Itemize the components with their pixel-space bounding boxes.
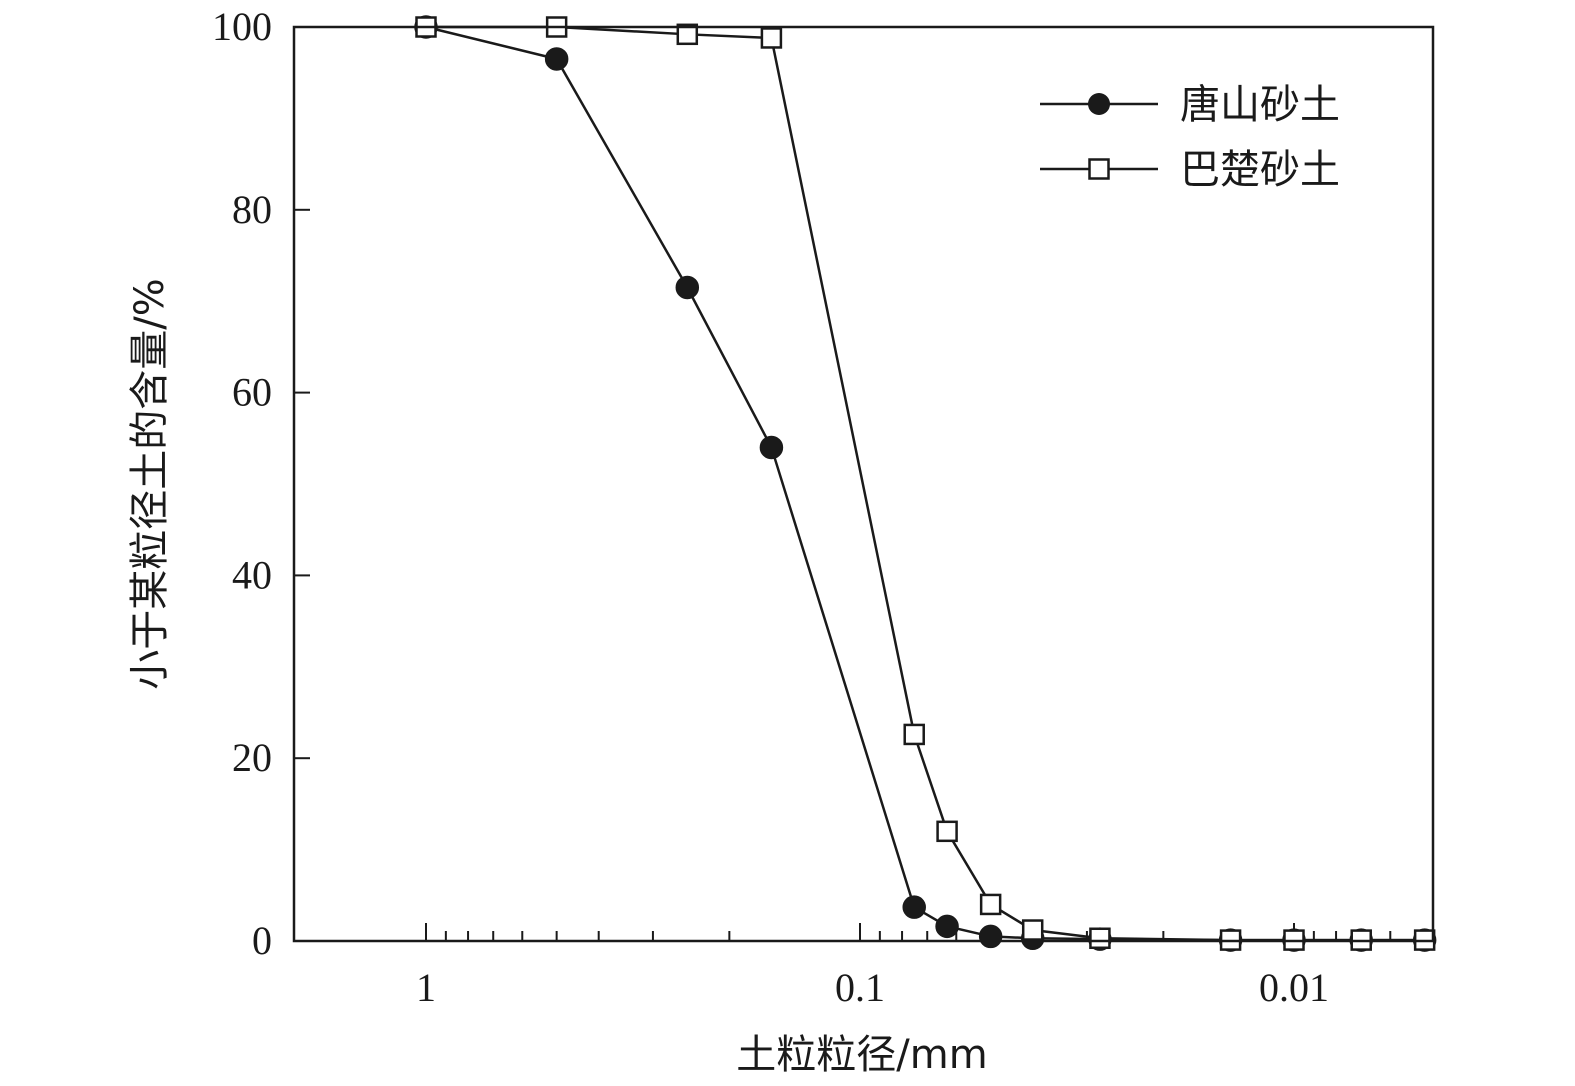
- x-tick-label: 0.1: [835, 965, 885, 1010]
- legend-label: 唐山砂土: [1180, 82, 1340, 128]
- data-point: [676, 23, 699, 46]
- y-tick-label: 80: [232, 187, 272, 232]
- data-point: [760, 27, 783, 49]
- legend-item: 唐山砂土: [1040, 82, 1340, 128]
- plot-frame: [292, 25, 1435, 943]
- data-point: [902, 895, 926, 919]
- data-point: [979, 893, 1002, 916]
- x-tick-label: 1: [416, 965, 436, 1010]
- data-point: [1089, 927, 1111, 950]
- data-point: [675, 275, 700, 300]
- data-point: [978, 924, 1003, 949]
- legend-label: 巴楚砂土: [1180, 147, 1340, 193]
- legend-item: 巴楚砂土: [1040, 147, 1340, 193]
- y-tick-label: 20: [232, 735, 272, 780]
- y-tick-label: 100: [212, 4, 272, 49]
- y-tick-label: 60: [232, 370, 272, 415]
- y-axis-title: 小于某粒径土的含量/%: [127, 278, 173, 689]
- data-point: [903, 723, 925, 746]
- y-tick-label: 40: [232, 552, 272, 597]
- x-tick-label: 0.01: [1259, 965, 1329, 1010]
- data-point: [936, 820, 958, 843]
- data-point: [1021, 919, 1044, 941]
- data-point: [759, 435, 784, 460]
- data-point: [935, 914, 959, 939]
- axis-ticks: 0 20 40 60 80 100 1 0.1 0.01: [212, 4, 1426, 1010]
- data-point: [544, 47, 569, 71]
- legend-marker: [1088, 93, 1110, 115]
- x-axis-title: 土粒粒径/mm: [736, 1032, 987, 1078]
- legend-marker: [1088, 158, 1110, 180]
- y-tick-label: 0: [252, 918, 272, 963]
